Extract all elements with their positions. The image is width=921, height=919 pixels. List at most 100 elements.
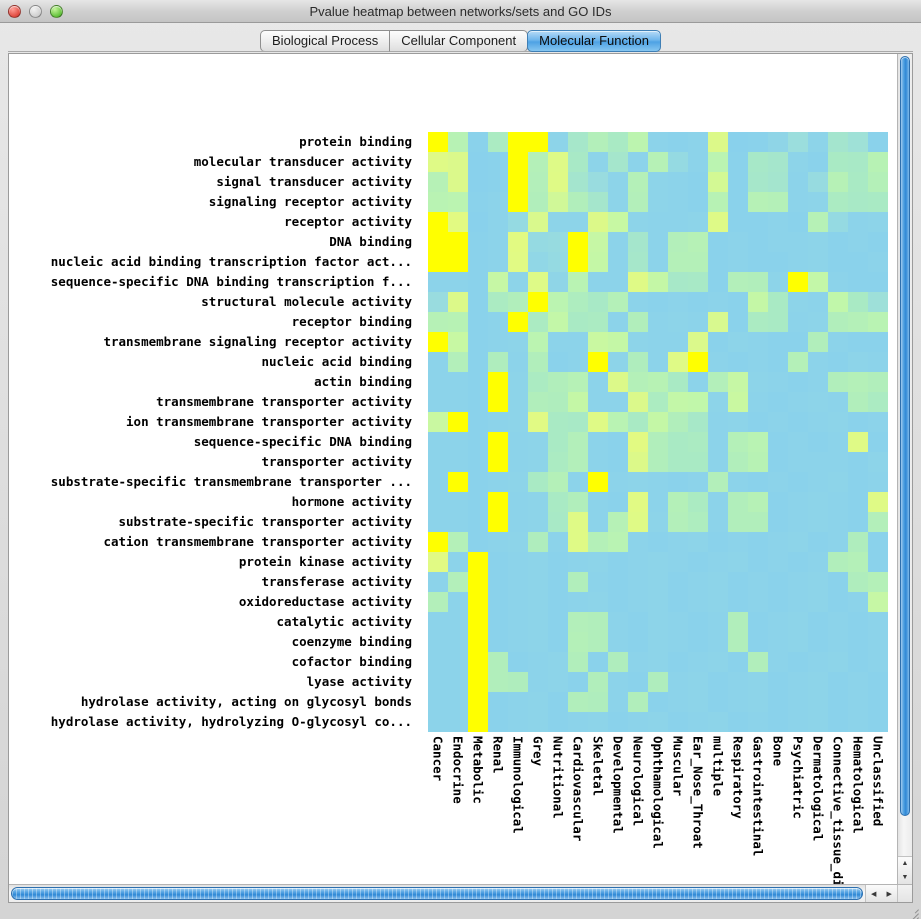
heatmap-cell[interactable]	[808, 632, 828, 652]
heatmap-cell[interactable]	[768, 712, 788, 732]
heatmap-cell[interactable]	[788, 492, 808, 512]
heatmap-cell[interactable]	[508, 452, 528, 472]
heatmap-cell[interactable]	[828, 212, 848, 232]
heatmap-cell[interactable]	[468, 492, 488, 512]
heatmap-cell[interactable]	[688, 132, 708, 152]
heatmap-cell[interactable]	[588, 192, 608, 212]
heatmap-cell[interactable]	[528, 212, 548, 232]
heatmap-cell[interactable]	[608, 512, 628, 532]
heatmap-cell[interactable]	[568, 292, 588, 312]
heatmap-cell[interactable]	[528, 272, 548, 292]
heatmap-cell[interactable]	[448, 692, 468, 712]
vertical-scroll-thumb[interactable]	[900, 56, 910, 816]
heatmap-cell[interactable]	[748, 632, 768, 652]
heatmap-cell[interactable]	[728, 352, 748, 372]
heatmap-cell[interactable]	[548, 672, 568, 692]
heatmap-cell[interactable]	[648, 532, 668, 552]
heatmap-cell[interactable]	[688, 292, 708, 312]
heatmap-cell[interactable]	[788, 672, 808, 692]
heatmap-cell[interactable]	[768, 232, 788, 252]
heatmap-cell[interactable]	[728, 172, 748, 192]
heatmap-cell[interactable]	[828, 312, 848, 332]
heatmap-cell[interactable]	[828, 712, 848, 732]
heatmap-cell[interactable]	[828, 672, 848, 692]
vertical-scroll-track[interactable]	[898, 54, 912, 856]
heatmap-cell[interactable]	[788, 432, 808, 452]
heatmap-cell[interactable]	[488, 532, 508, 552]
heatmap-cell[interactable]	[468, 352, 488, 372]
heatmap-cell[interactable]	[848, 372, 868, 392]
heatmap-cell[interactable]	[608, 252, 628, 272]
heatmap-cell[interactable]	[828, 452, 848, 472]
heatmap-cell[interactable]	[588, 512, 608, 532]
heatmap-cell[interactable]	[808, 452, 828, 472]
heatmap-cell[interactable]	[608, 272, 628, 292]
heatmap-cell[interactable]	[468, 292, 488, 312]
heatmap-cell[interactable]	[768, 172, 788, 192]
heatmap-cell[interactable]	[708, 212, 728, 232]
heatmap-cell[interactable]	[688, 492, 708, 512]
heatmap-cell[interactable]	[588, 172, 608, 192]
heatmap-cell[interactable]	[748, 592, 768, 612]
heatmap-cell[interactable]	[768, 652, 788, 672]
heatmap-cell[interactable]	[428, 692, 448, 712]
heatmap-cell[interactable]	[488, 212, 508, 232]
heatmap-cell[interactable]	[448, 372, 468, 392]
heatmap-cell[interactable]	[628, 232, 648, 252]
heatmap-cell[interactable]	[688, 352, 708, 372]
heatmap-cell[interactable]	[868, 132, 888, 152]
heatmap-cell[interactable]	[488, 272, 508, 292]
heatmap-cell[interactable]	[868, 352, 888, 372]
heatmap-cell[interactable]	[668, 592, 688, 612]
heatmap-cell[interactable]	[688, 432, 708, 452]
heatmap-cell[interactable]	[668, 492, 688, 512]
heatmap-cell[interactable]	[588, 272, 608, 292]
heatmap-cell[interactable]	[588, 492, 608, 512]
heatmap-cell[interactable]	[768, 292, 788, 312]
heatmap-cell[interactable]	[468, 372, 488, 392]
heatmap-cell[interactable]	[528, 612, 548, 632]
heatmap-cell[interactable]	[768, 372, 788, 392]
heatmap-cell[interactable]	[628, 672, 648, 692]
heatmap-cell[interactable]	[808, 492, 828, 512]
heatmap-cell[interactable]	[848, 492, 868, 512]
heatmap-cell[interactable]	[868, 672, 888, 692]
heatmap-cell[interactable]	[668, 392, 688, 412]
heatmap-cell[interactable]	[548, 552, 568, 572]
heatmap-cell[interactable]	[808, 152, 828, 172]
heatmap-cell[interactable]	[768, 192, 788, 212]
heatmap-cell[interactable]	[708, 632, 728, 652]
heatmap-cell[interactable]	[668, 652, 688, 672]
heatmap-cell[interactable]	[708, 452, 728, 472]
heatmap-cell[interactable]	[788, 412, 808, 432]
close-button[interactable]	[8, 4, 21, 18]
heatmap-cell[interactable]	[748, 572, 768, 592]
heatmap-cell[interactable]	[588, 412, 608, 432]
heatmap-cell[interactable]	[608, 612, 628, 632]
heatmap-cell[interactable]	[648, 172, 668, 192]
heatmap-cell[interactable]	[588, 712, 608, 732]
heatmap-cell[interactable]	[648, 372, 668, 392]
heatmap-cell[interactable]	[768, 412, 788, 432]
heatmap-cell[interactable]	[468, 712, 488, 732]
heatmap-cell[interactable]	[608, 132, 628, 152]
heatmap-cell[interactable]	[848, 712, 868, 732]
heatmap-cell[interactable]	[788, 132, 808, 152]
heatmap-cell[interactable]	[868, 412, 888, 432]
heatmap-cell[interactable]	[468, 132, 488, 152]
heatmap-cell[interactable]	[648, 272, 668, 292]
heatmap-cell[interactable]	[608, 412, 628, 432]
heatmap-cell[interactable]	[828, 612, 848, 632]
heatmap-cell[interactable]	[768, 592, 788, 612]
heatmap-cell[interactable]	[528, 652, 548, 672]
heatmap-cell[interactable]	[488, 692, 508, 712]
heatmap-cell[interactable]	[688, 552, 708, 572]
heatmap-cell[interactable]	[648, 632, 668, 652]
heatmap-cell[interactable]	[848, 692, 868, 712]
heatmap-cell[interactable]	[648, 132, 668, 152]
heatmap-cell[interactable]	[528, 372, 548, 392]
heatmap-cell[interactable]	[688, 692, 708, 712]
heatmap-cell[interactable]	[788, 292, 808, 312]
heatmap-cell[interactable]	[608, 692, 628, 712]
heatmap-cell[interactable]	[508, 612, 528, 632]
